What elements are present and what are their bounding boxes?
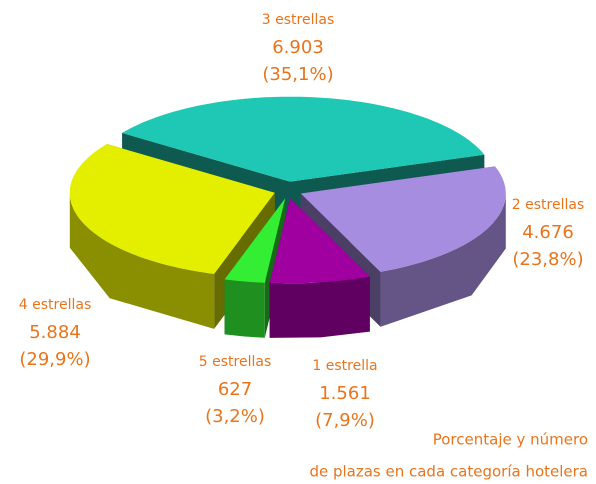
- category-label: 2 estrellas: [512, 197, 584, 213]
- value-label: 5.884: [29, 322, 81, 343]
- percent-label: (3,2%): [205, 406, 265, 427]
- category-label: 5 estrellas: [199, 354, 271, 370]
- value-label: 6.903: [272, 37, 324, 58]
- slice-side: [69, 192, 215, 329]
- slice: [122, 96, 485, 182]
- slice: [69, 144, 275, 274]
- slice-side: [380, 193, 506, 327]
- slice: [300, 166, 506, 272]
- slice-side: [269, 276, 370, 338]
- percent-label: (29,9%): [19, 349, 90, 370]
- caption: Porcentaje y número: [433, 431, 588, 449]
- value-label: 4.676: [522, 222, 574, 243]
- percent-label: (35,1%): [262, 64, 333, 85]
- percent-label: (23,8%): [512, 249, 583, 270]
- category-label: 4 estrellas: [19, 297, 91, 313]
- slice-side: [224, 279, 265, 338]
- percent-label: (7,9%): [315, 410, 375, 431]
- value-label: 1.561: [319, 383, 371, 404]
- category-label: 1 estrella: [312, 358, 377, 374]
- value-label: 627: [218, 379, 252, 400]
- slice: [224, 198, 286, 283]
- slice: [269, 198, 370, 284]
- category-label: 3 estrellas: [262, 12, 334, 28]
- caption: de plazas en cada categoría hotelera: [309, 463, 588, 481]
